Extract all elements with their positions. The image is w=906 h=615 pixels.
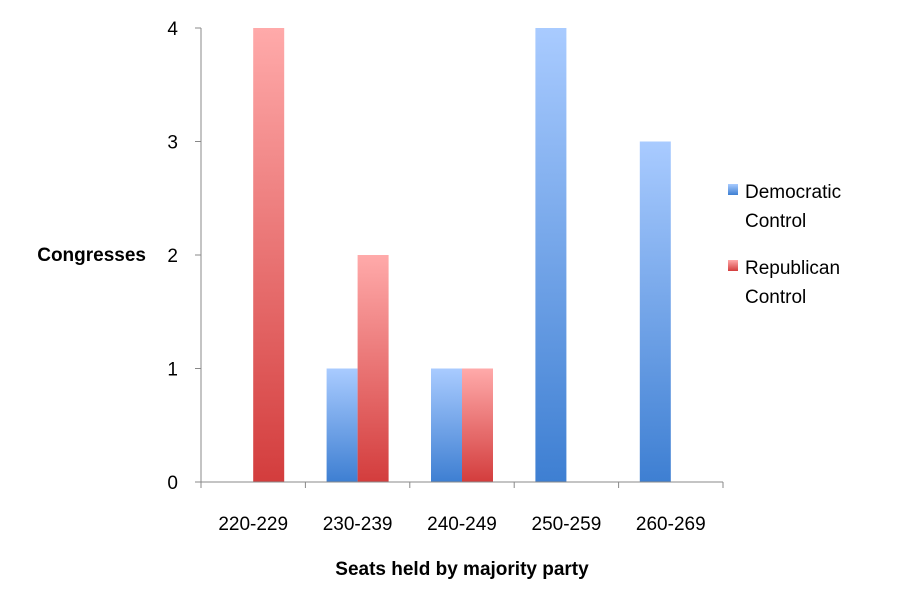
x-axis-title: Seats held by majority party [335,559,589,580]
legend-label: Control [745,211,806,232]
legend-swatch-democratic [728,184,738,195]
y-tick-label: 0 [167,473,178,494]
y-ticks: 0 1 2 3 4 [167,19,201,494]
y-tick-label: 3 [167,133,178,154]
x-tick-label: 230-239 [323,514,393,535]
x-tick-label: 260-269 [636,514,706,535]
legend-label: Democratic [745,182,841,203]
y-tick-label: 4 [167,19,178,40]
bars-layer [253,28,671,482]
legend-swatch-republican [728,260,738,271]
bar-democratic-4 [639,141,671,482]
y-tick-label: 2 [167,246,178,267]
y-axis-title: Congresses [37,245,146,266]
legend-label: Control [745,287,806,308]
bar-democratic-3 [535,28,567,482]
bar-republican-2 [462,368,493,482]
x-tick-label: 220-229 [218,514,288,535]
x-ticks: 220-229 230-239 240-249 250-259 260-269 [200,482,724,535]
bar-republican-1 [357,255,389,482]
bar-republican-0 [253,28,285,482]
bar-democratic-2 [431,368,462,482]
legend: Democratic Control Republican Control [728,182,841,308]
bar-democratic-1 [326,368,358,482]
legend-label: Republican [745,258,840,279]
x-tick-label: 240-249 [427,514,497,535]
y-tick-label: 1 [167,360,178,381]
x-tick-label: 250-259 [532,514,602,535]
